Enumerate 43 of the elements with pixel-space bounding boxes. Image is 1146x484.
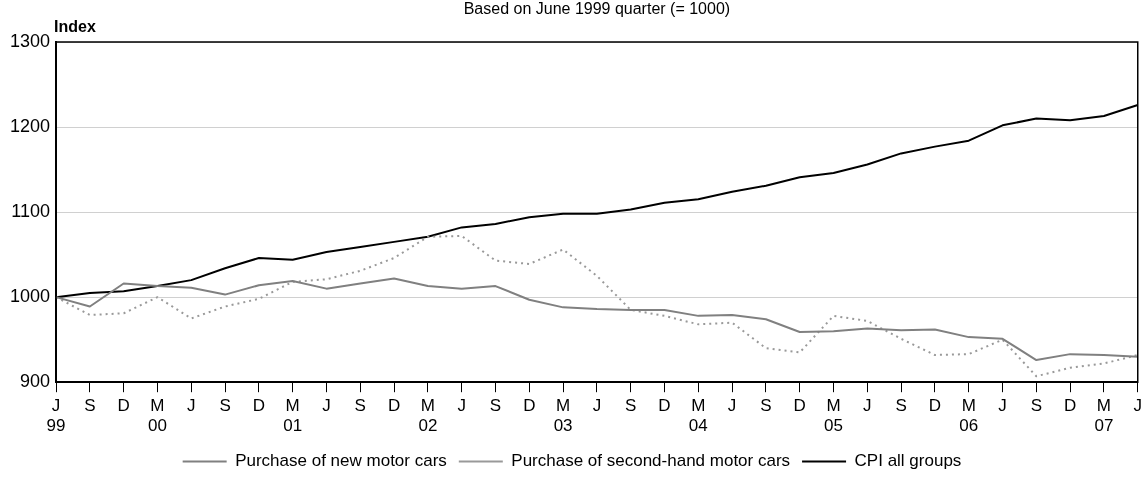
x-tick-label: D [252, 396, 265, 416]
x-tick-label: S [1030, 396, 1043, 416]
x-tick-label: J 99 [46, 396, 66, 436]
x-tick-label: S [219, 396, 231, 416]
x-tick-label: S [84, 396, 96, 416]
x-tick-label: S [625, 396, 637, 416]
x-tick-label: D [658, 396, 671, 416]
x-tick-label: J [592, 396, 602, 416]
x-tick-label: J [457, 396, 466, 416]
x-tick-label: J [727, 396, 737, 416]
x-tick-label: S [489, 396, 502, 416]
x-tick-label: D [1064, 396, 1077, 416]
x-tick-label: J [863, 396, 872, 416]
x-tick-label: M 01 [283, 396, 303, 436]
legend-label: Purchase of second-hand motor cars [511, 451, 791, 471]
y-tick-label: 1100 [11, 201, 51, 222]
legend-label: CPI all groups [854, 451, 962, 471]
y-tick-label: 1200 [10, 116, 51, 137]
chart-title: Based on June 1999 quarter (= 1000) [463, 0, 731, 18]
x-tick-label: M 04 [688, 396, 708, 436]
x-tick-label: D [793, 396, 806, 416]
x-tick-label: M 05 [824, 396, 843, 436]
x-tick-label: M 02 [418, 396, 438, 436]
y-tick-label: 900 [20, 371, 51, 392]
x-tick-label: J [187, 396, 196, 416]
x-tick-label: S [354, 396, 366, 416]
y-axis-title: Index [54, 18, 96, 36]
x-tick-label: M 03 [553, 396, 573, 436]
x-tick-label: J [322, 396, 331, 416]
x-tick-label: J [998, 396, 1007, 416]
x-tick-label: M 06 [959, 396, 979, 436]
x-tick-label: D [387, 396, 401, 416]
x-tick-label: M 07 [1094, 396, 1114, 436]
x-tick-label: D [117, 396, 130, 416]
x-tick-label: S [895, 396, 907, 416]
y-tick-label: 1000 [10, 286, 51, 307]
y-tick-label: 1300 [10, 30, 51, 51]
x-tick-label: D [523, 396, 536, 416]
x-tick-label: D [928, 396, 942, 416]
x-tick-label: J [1133, 396, 1142, 416]
x-tick-label: M 00 [147, 396, 167, 436]
legend-label: Purchase of new motor cars [235, 451, 447, 471]
x-tick-label: S [760, 396, 772, 416]
